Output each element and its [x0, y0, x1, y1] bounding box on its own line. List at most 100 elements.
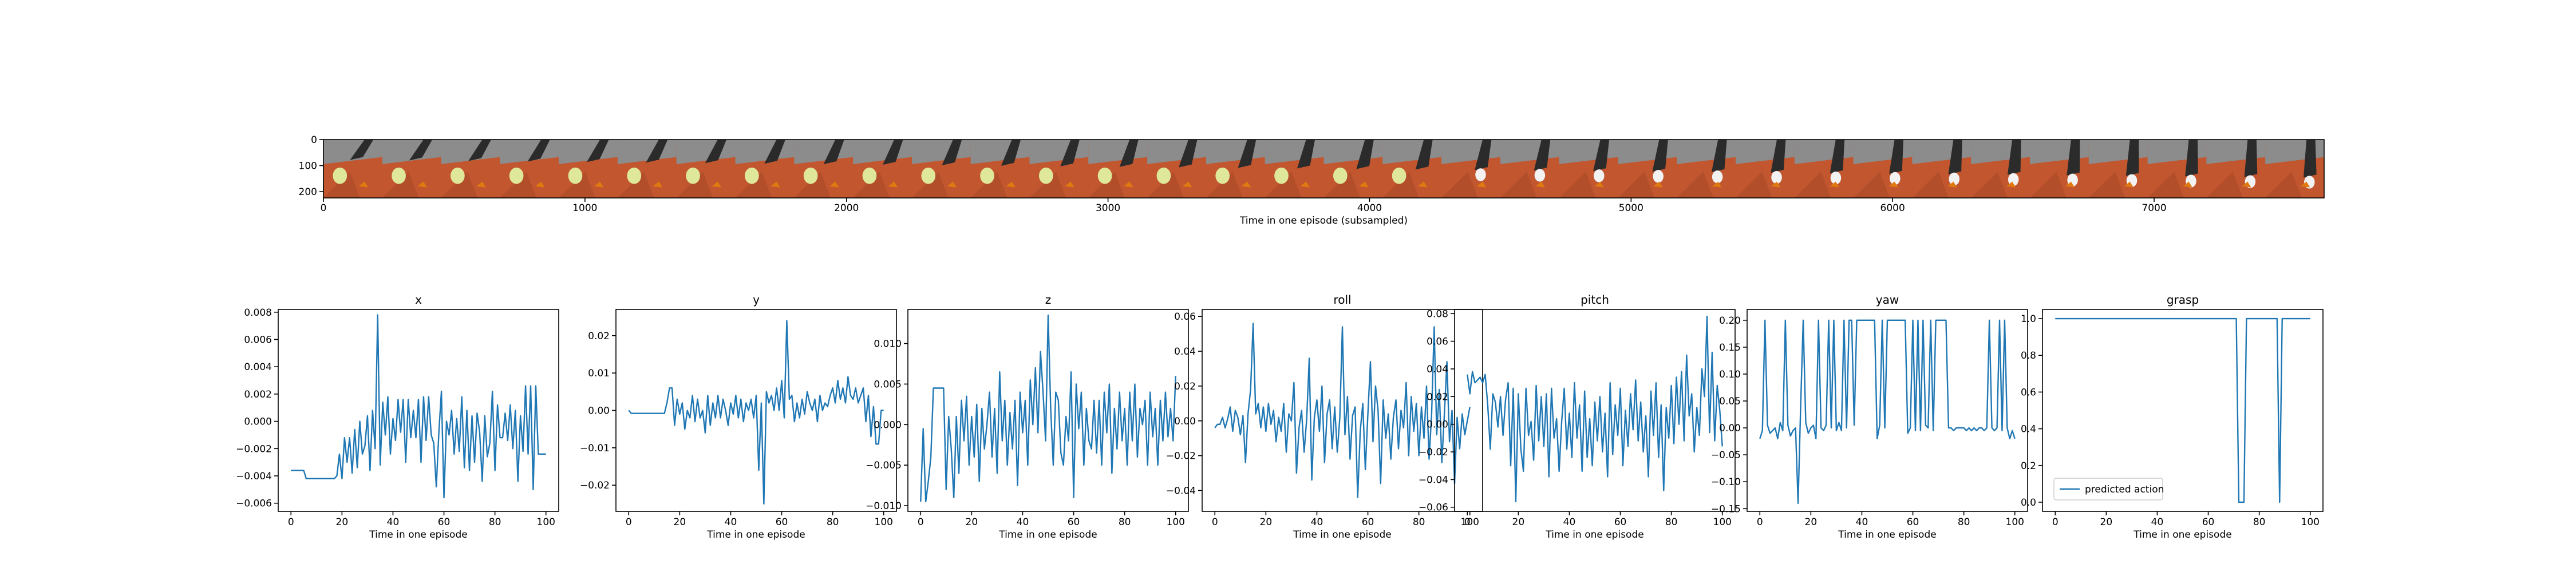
frame-thumbnail [853, 140, 912, 198]
frame-thumbnail [1971, 140, 2030, 198]
x-tick-label: 20 [674, 517, 686, 528]
chart-title: pitch [1581, 293, 1609, 307]
x-tick-label: 0 [918, 517, 924, 528]
y-tick-label: −0.10 [1711, 476, 1741, 488]
frame-robot-arm [586, 140, 609, 162]
frame-robot-arm [1415, 140, 1433, 170]
frame-shadow [617, 172, 654, 198]
strip-x-tick-label: 1000 [572, 202, 597, 214]
frame-thumbnail [2206, 140, 2266, 198]
strip-x-tick-label: 2000 [834, 202, 859, 214]
y-tick-label: 0.00 [588, 406, 610, 417]
frame-shadow [911, 172, 949, 198]
y-tick-label: 1.0 [2021, 313, 2036, 325]
frame-small-object [358, 181, 369, 188]
frame-shadow [676, 172, 713, 198]
strip-frame [323, 139, 2325, 198]
frame-thumbnail [500, 140, 559, 198]
frame-thumbnail [382, 140, 441, 198]
y-tick-label: 0.010 [874, 339, 902, 350]
x-tick-label: 20 [1260, 517, 1273, 528]
x-tick-label: 60 [1907, 517, 1919, 528]
frame-small-object [829, 181, 839, 188]
x-tick-label: 20 [1512, 517, 1525, 528]
y-tick-label: 0.005 [874, 379, 902, 390]
y-tick-label: 0.01 [588, 368, 610, 379]
frame-small-object [888, 181, 898, 188]
frame-shadow [323, 172, 360, 198]
frame-ball [509, 167, 524, 184]
frame-small-object [2242, 181, 2251, 188]
frame-robot-arm [350, 140, 374, 160]
y-tick-label: 0.4 [2021, 424, 2036, 435]
y-tick-label: −0.010 [866, 500, 902, 512]
plot-frame [2042, 309, 2324, 512]
x-tick-label: 0 [1464, 517, 1471, 528]
frame-shadow [1206, 172, 1243, 198]
frame-small-object [1417, 181, 1428, 188]
chart-x: x 0 20 40 60 80 100 −0.006 −0.004 −0.002 0.000 0.00… [236, 293, 559, 541]
frame-gripper-object [1712, 170, 1723, 184]
frame-robot-arm [1593, 140, 1610, 172]
frame-ball [686, 167, 700, 184]
frame-robot-arm [2304, 140, 2317, 178]
frame-small-object [417, 181, 427, 188]
frame-robot-arm [883, 140, 903, 165]
frame-thumbnail [970, 140, 1030, 198]
x-tick-label: 0 [288, 517, 294, 528]
frame-thumbnail [735, 140, 795, 198]
frame-ball [392, 167, 406, 184]
frame-thumbnail [1853, 140, 1913, 198]
frame-robot-arm [1475, 140, 1492, 170]
series-line [920, 314, 1176, 503]
frame-robot-arm [1711, 140, 1727, 173]
frame-small-object [1182, 181, 1192, 188]
frame-thumbnail [1147, 140, 1206, 198]
y-tick-label: −0.006 [236, 498, 272, 510]
frame-robot-arm [1119, 140, 1139, 167]
frame-small-object [1830, 181, 1839, 188]
chart-grasp: grasp 0 20 40 60 80 100 0.0 0.2 0.4 0.6 0.8 1.0 Time … [2021, 293, 2324, 541]
x-tick-label: 0 [1757, 517, 1763, 528]
y-tick-label: 0.008 [244, 307, 272, 319]
x-tick-label: 40 [1311, 517, 1323, 528]
frame-small-object [1124, 181, 1133, 188]
y-tick-label: −0.05 [1711, 450, 1741, 461]
frame-robot-arm [1948, 140, 1962, 174]
frame-robot-arm [1297, 140, 1315, 169]
frame-shadow [1500, 172, 1537, 198]
frame-robot-arm [2007, 140, 2021, 175]
frame-robot-arm [2185, 140, 2198, 177]
frame-small-object [1771, 181, 1781, 188]
frame-thumbnail [794, 140, 854, 198]
x-tick-label: 80 [1958, 517, 1970, 528]
frame-robot-arm [1179, 140, 1198, 168]
y-tick-label: 0.000 [874, 419, 902, 431]
x-tick-label: 80 [827, 517, 839, 528]
frame-shadow [1323, 172, 1361, 198]
frame-thumbnail [1088, 140, 1148, 198]
y-tick-label: 0.15 [1719, 342, 1741, 353]
series-line [1759, 319, 2016, 505]
frame-small-object [1947, 181, 1957, 188]
x-tick-label: 80 [489, 517, 501, 528]
y-tick-label: −0.02 [1419, 447, 1448, 458]
series-line [2055, 317, 2310, 503]
frame-robot-arm [1889, 140, 1904, 174]
y-tick-label: 0.20 [1719, 315, 1741, 327]
x-tick-label: 20 [2100, 517, 2113, 528]
frame-thumbnail [1559, 140, 1618, 198]
legend-box [2053, 478, 2163, 500]
x-tick-label: 40 [1856, 517, 1868, 528]
x-tick-label: 100 [2006, 517, 2024, 528]
x-axis-label: Time in one episode [369, 529, 467, 541]
y-tick-label: 0.00 [1174, 416, 1196, 427]
y-tick-label: 0.02 [1174, 381, 1196, 392]
frame-gripper-object [1890, 172, 1901, 185]
x-tick-label: 80 [1413, 517, 1425, 528]
y-tick-label: 0.004 [244, 362, 272, 373]
x-tick-label: 0 [1212, 517, 1218, 528]
frame-thumbnail [1618, 140, 1677, 198]
frame-small-object [1300, 181, 1310, 188]
plot-frame [1202, 309, 1483, 512]
